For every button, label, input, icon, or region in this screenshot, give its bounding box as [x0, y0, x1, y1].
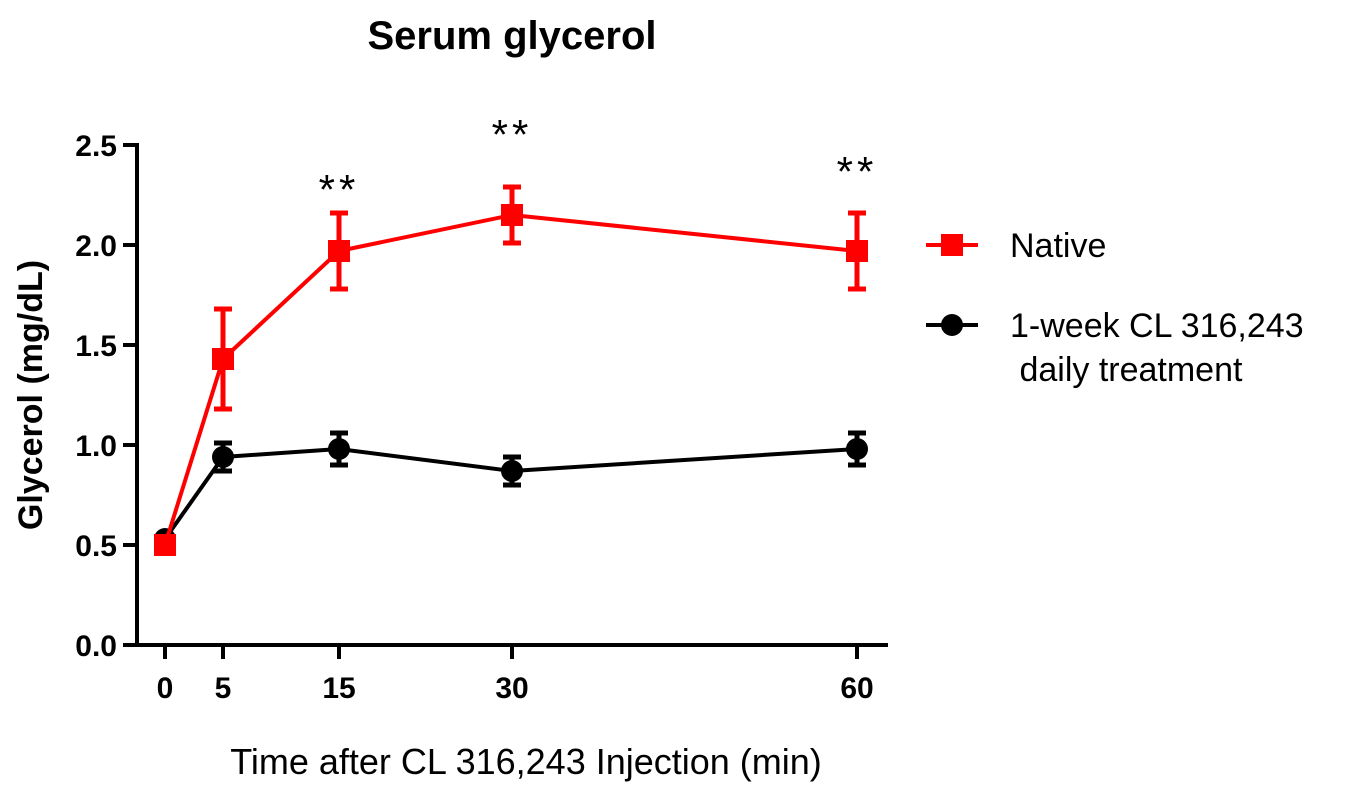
data-point — [328, 438, 350, 460]
y-tick-label: 2.0 — [75, 230, 117, 263]
data-point — [501, 204, 523, 226]
significance-mark: ** — [492, 111, 533, 158]
axes: 0.0 0.5 1.0 1.5 2.0 2.5 0 5 15 30 60 — [75, 130, 888, 705]
series-treatment — [154, 430, 868, 550]
significance-mark: ** — [319, 166, 360, 213]
y-tick-label: 2.5 — [75, 130, 117, 163]
series-native — [154, 184, 868, 556]
series-layer — [154, 184, 868, 556]
data-point — [328, 240, 350, 262]
y-tick-label: 0.0 — [75, 630, 117, 663]
x-tick-label: 60 — [840, 672, 873, 705]
legend-label: Native — [1010, 227, 1106, 265]
data-point — [501, 460, 523, 482]
y-axis-label: Glycerol (mg/dL) — [12, 260, 50, 530]
x-tick-label: 30 — [495, 672, 528, 705]
legend-label: daily treatment — [1010, 351, 1243, 389]
legend: Native 1-week CL 316,243 daily treatment — [926, 227, 1304, 389]
legend-marker — [941, 314, 963, 336]
legend-item: Native — [926, 227, 1106, 265]
series-line — [163, 213, 858, 546]
x-tick-label: 5 — [215, 672, 232, 705]
data-point — [846, 438, 868, 460]
data-point — [212, 446, 234, 468]
x-tick-label: 0 — [157, 672, 174, 705]
y-tick-label: 1.5 — [75, 330, 117, 363]
legend-marker — [941, 234, 963, 256]
legend-item: 1-week CL 316,243 daily treatment — [926, 307, 1304, 389]
data-point — [846, 240, 868, 262]
significance-mark: ** — [837, 148, 878, 195]
data-point — [154, 534, 176, 556]
y-tick-label: 0.5 — [75, 530, 117, 563]
x-tick-label: 15 — [322, 672, 355, 705]
chart-title: Serum glycerol — [367, 14, 656, 58]
x-axis-label: Time after CL 316,243 Injection (min) — [230, 741, 822, 782]
y-tick-label: 1.0 — [75, 430, 117, 463]
data-point — [212, 348, 234, 370]
legend-label: 1-week CL 316,243 — [1010, 307, 1304, 345]
significance-annotations: ** ** ** — [319, 111, 878, 213]
